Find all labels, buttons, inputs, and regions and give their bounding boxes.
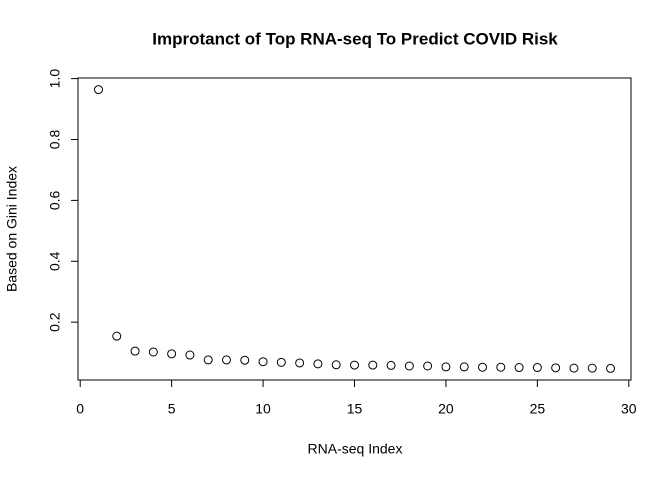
point <box>258 357 268 367</box>
point <box>514 363 524 373</box>
point <box>313 359 323 369</box>
y-tick-label: 0.6 <box>47 190 63 210</box>
point <box>587 363 597 373</box>
x-tick-label: 30 <box>621 401 637 417</box>
point <box>331 360 341 370</box>
point <box>478 362 488 372</box>
point <box>441 362 451 372</box>
y-tick-label: 0.8 <box>47 130 63 150</box>
point <box>404 361 414 371</box>
x-tick-label: 20 <box>438 401 454 417</box>
chart-title: Improtanct of Top RNA-seq To Predict COV… <box>152 29 558 48</box>
y-tick-label: 0.2 <box>47 312 63 332</box>
point <box>551 363 561 373</box>
point <box>93 85 103 95</box>
point <box>112 331 122 341</box>
x-tick-label: 25 <box>530 401 546 417</box>
point <box>221 355 231 365</box>
point <box>606 363 616 373</box>
point <box>167 349 177 359</box>
point <box>532 363 542 373</box>
point <box>240 355 250 365</box>
x-axis-label: RNA-seq Index <box>308 441 403 457</box>
point <box>569 363 579 373</box>
x-tick-label: 0 <box>76 401 84 417</box>
point <box>423 361 433 371</box>
y-tick-label: 1.0 <box>47 69 63 89</box>
point <box>295 358 305 368</box>
point <box>368 360 378 370</box>
point <box>148 347 158 357</box>
point <box>459 362 469 372</box>
x-tick-label: 15 <box>347 401 363 417</box>
point <box>130 346 140 356</box>
x-tick-label: 5 <box>168 401 176 417</box>
y-tick-label: 0.4 <box>47 251 63 271</box>
point <box>276 357 286 367</box>
point <box>203 355 213 365</box>
y-axis-label: Based on Gini Index <box>4 166 20 292</box>
x-tick-label: 10 <box>255 401 271 417</box>
point <box>386 360 396 370</box>
point <box>496 362 506 372</box>
point <box>350 360 359 370</box>
point <box>185 350 195 360</box>
